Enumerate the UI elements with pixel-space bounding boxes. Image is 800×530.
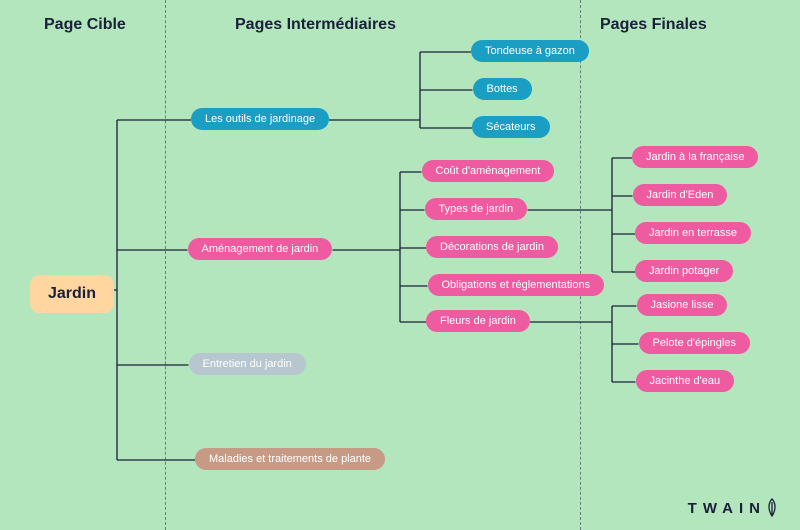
node-secateurs: Sécateurs: [472, 116, 550, 138]
node-entretien: Entretien du jardin: [189, 353, 306, 375]
column-header-cible: Page Cible: [44, 16, 126, 34]
column-header-finale: Pages Finales: [600, 16, 707, 34]
node-pelote: Pelote d'épingles: [639, 332, 750, 354]
node-cout: Coût d'aménagement: [422, 160, 555, 182]
node-eden: Jardin d'Eden: [633, 184, 728, 206]
node-outils: Les outils de jardinage: [191, 108, 329, 130]
node-jasione: Jasione lisse: [637, 294, 728, 316]
node-tondeuse: Tondeuse à gazon: [471, 40, 589, 62]
node-maladies: Maladies et traitements de plante: [195, 448, 385, 470]
leaf-icon: [764, 498, 780, 518]
column-divider: [580, 0, 581, 530]
node-jacinthe: Jacinthe d'eau: [636, 370, 735, 392]
node-francaise: Jardin à la française: [632, 146, 758, 168]
root-node: Jardin: [30, 275, 114, 313]
node-terrasse: Jardin en terrasse: [635, 222, 751, 244]
brand-logo-text: TWAIN: [688, 500, 766, 517]
brand-logo: TWAIN: [688, 498, 780, 518]
column-divider: [165, 0, 166, 530]
node-types: Types de jardin: [425, 198, 528, 220]
node-decos: Décorations de jardin: [426, 236, 558, 258]
node-fleurs: Fleurs de jardin: [426, 310, 530, 332]
node-bottes: Bottes: [473, 78, 532, 100]
node-oblig: Obligations et réglementations: [428, 274, 605, 296]
node-potager: Jardin potager: [635, 260, 733, 282]
node-amen: Aménagement de jardin: [188, 238, 333, 260]
column-header-inter: Pages Intermédiaires: [235, 16, 396, 34]
diagram-canvas: Page Cible Pages Intermédiaires Pages Fina…: [0, 0, 800, 530]
